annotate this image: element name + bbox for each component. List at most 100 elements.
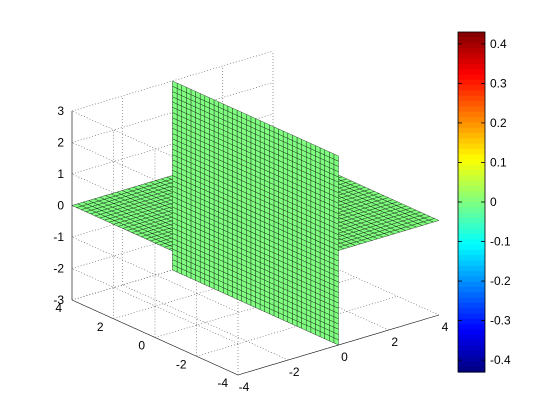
colorbar-segment — [458, 148, 485, 155]
colorbar-segment — [458, 143, 485, 150]
colorbar-segment — [458, 138, 485, 145]
colorbar-segment — [458, 329, 485, 336]
colorbar-tick-label: 0.3 — [490, 76, 507, 90]
colorbar-segment — [458, 233, 485, 240]
colorbar-segment — [458, 281, 485, 288]
colorbar-ticks: 0.4 0.3 0.2 0.1 0 -0.1 -0.2 -0.3 -0.4 — [458, 37, 511, 367]
colorbar-tick-label: 0.4 — [490, 37, 507, 51]
z-tick-label: 0 — [57, 199, 64, 213]
colorbar-segment — [458, 255, 485, 262]
colorbar-tick-label: -0.1 — [490, 235, 511, 249]
colorbar-segment — [458, 223, 485, 230]
colorbar-segment — [458, 122, 485, 129]
colorbar-segment — [458, 292, 485, 299]
axis-tick-labels: -3 -2 -1 0 1 2 3 -4 -2 0 2 4 -4 -2 0 2 4 — [53, 104, 448, 394]
colorbar-segment — [458, 334, 485, 341]
y-tick-label: 4 — [55, 301, 62, 315]
colorbar-segment — [458, 111, 485, 118]
z-axis-ticks: -3 -2 -1 0 1 2 3 — [53, 104, 64, 307]
z-tick-label: -1 — [53, 230, 64, 244]
y-axis-ticks: -4 -2 0 2 4 — [55, 301, 228, 390]
grid-line — [122, 284, 289, 361]
colorbar-segment — [458, 74, 485, 81]
colorbar-tick-label: 0 — [490, 195, 497, 209]
colorbar-segment — [458, 101, 485, 107]
colorbar-tick-label: -0.3 — [490, 314, 511, 328]
z-tick-label: 1 — [57, 167, 64, 181]
colorbar-segment — [458, 170, 485, 177]
colorbar-segment — [458, 228, 485, 235]
colorbar-segment — [458, 79, 485, 86]
grid-line — [71, 299, 239, 376]
colorbar-segment — [458, 302, 485, 309]
colorbar-segment — [458, 63, 485, 70]
z-tick-label: 2 — [57, 136, 64, 150]
colorbar-segment — [458, 324, 485, 331]
x-tick-label: 4 — [442, 320, 449, 334]
y-tick-label: -2 — [176, 357, 187, 371]
y-tick-label: 2 — [97, 320, 104, 334]
colorbar-segment — [458, 265, 485, 272]
colorbar-segment — [458, 90, 485, 97]
x-tick-label: 2 — [391, 335, 398, 349]
x-tick-label: -4 — [239, 380, 250, 394]
colorbar-segment — [458, 175, 485, 182]
colorbar-tick-label: -0.4 — [490, 353, 511, 367]
colorbar-segment — [458, 53, 485, 60]
colorbar-segment — [458, 313, 485, 320]
colorbar-segment — [458, 95, 485, 102]
colorbar-segment — [458, 164, 485, 171]
colorbar-segment — [458, 132, 485, 139]
colorbar-gradient — [457, 31, 486, 373]
grid-line — [71, 268, 239, 344]
colorbar-segment — [458, 318, 485, 325]
colorbar-segment — [458, 69, 485, 76]
x-axis-ticks: -4 -2 0 2 4 — [239, 320, 449, 394]
colorbar-segment — [458, 297, 485, 304]
slice-surfaces — [71, 80, 440, 346]
colorbar-segment — [458, 32, 485, 38]
grid-line — [272, 239, 440, 316]
grid-line — [71, 236, 239, 313]
colorbar-segment — [458, 180, 485, 187]
y-tick-label: 0 — [138, 339, 145, 353]
grid-line — [237, 314, 440, 376]
colorbar: 0.4 0.3 0.2 0.1 0 -0.1 -0.2 -0.3 -0.4 — [457, 31, 511, 373]
colorbar-segment — [458, 159, 485, 166]
colorbar-segment — [458, 42, 485, 49]
colorbar-segment — [458, 58, 485, 65]
colorbar-segment — [458, 276, 485, 283]
colorbar-segment — [458, 117, 485, 123]
colorbar-segment — [458, 345, 485, 352]
colorbar-segment — [458, 340, 485, 347]
colorbar-segment — [458, 244, 485, 251]
z-tick-label: 3 — [57, 104, 64, 118]
grid-line — [222, 254, 389, 331]
colorbar-segment — [458, 212, 485, 219]
slice-x-cell — [172, 80, 178, 89]
colorbar-segment — [458, 366, 485, 373]
colorbar-segment — [458, 271, 485, 277]
colorbar-tick-label: 0.1 — [490, 155, 507, 169]
colorbar-segment — [458, 217, 485, 224]
colorbar-tick-label: -0.2 — [490, 274, 511, 288]
colorbar-segment — [458, 196, 485, 203]
colorbar-segment — [458, 260, 485, 267]
colorbar-segment — [458, 127, 485, 134]
colorbar-segment — [458, 361, 485, 368]
colorbar-segment — [458, 154, 485, 161]
colorbar-segment — [458, 356, 485, 362]
x-tick-label: 0 — [341, 350, 348, 364]
colorbar-segment — [458, 249, 485, 256]
colorbar-segment — [458, 47, 485, 54]
colorbar-segment — [458, 239, 485, 246]
colorbar-segment — [458, 37, 485, 44]
colorbar-segment — [458, 191, 485, 198]
z-tick-label: -2 — [53, 262, 64, 276]
grid-line — [196, 295, 398, 357]
z-tick-label: -3 — [53, 293, 64, 307]
colorbar-segment — [458, 202, 485, 208]
colorbar-segment — [458, 186, 485, 192]
colorbar-segment — [458, 287, 485, 293]
